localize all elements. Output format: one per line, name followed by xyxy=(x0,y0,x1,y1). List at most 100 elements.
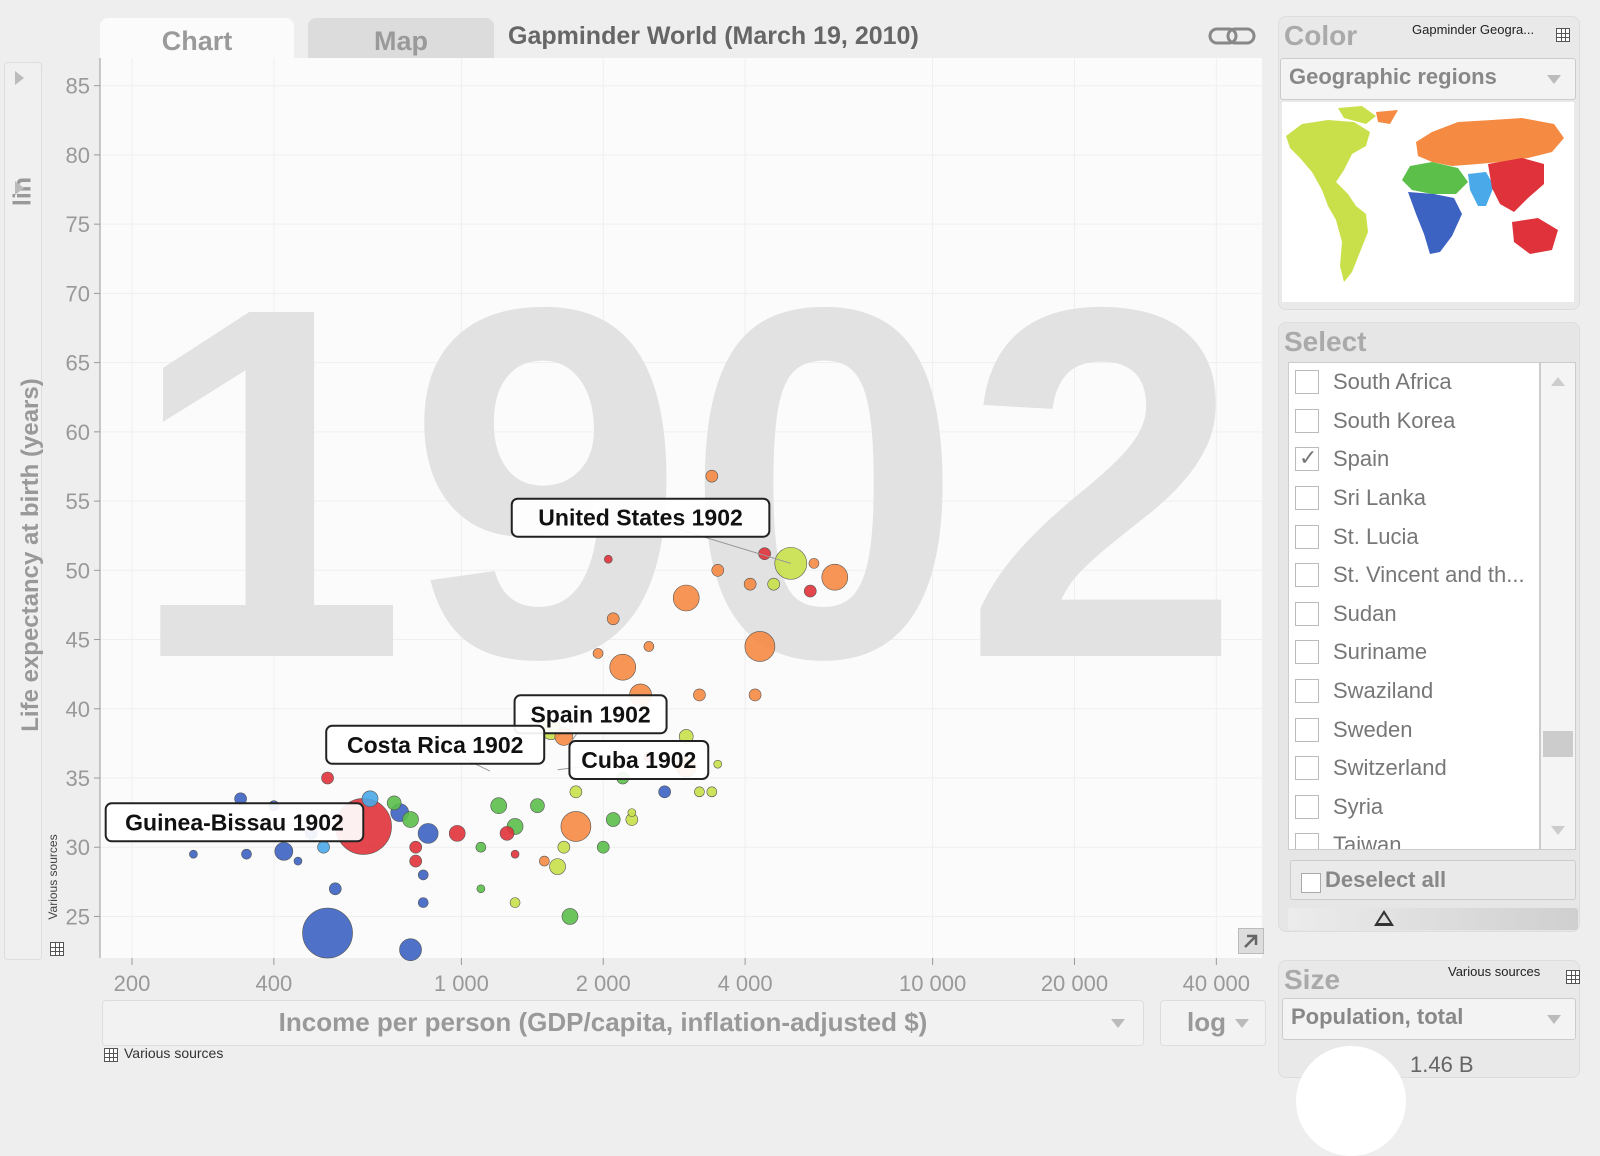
deselect-all-button[interactable]: Deselect all xyxy=(1290,860,1576,900)
scroll-down-icon[interactable] xyxy=(1551,826,1565,835)
data-point[interactable] xyxy=(499,826,515,841)
data-point[interactable] xyxy=(409,854,423,868)
list-item[interactable]: Spain xyxy=(1289,440,1539,479)
data-point[interactable] xyxy=(490,797,507,814)
size-dropdown[interactable]: Population, total xyxy=(1282,998,1576,1040)
data-point[interactable] xyxy=(189,849,198,859)
data-labels[interactable]: United States 1902 Spain 1902 Costa Rica 1… xyxy=(104,497,791,843)
checkbox[interactable] xyxy=(1295,679,1319,704)
y-axis-dropdown-arrow-icon[interactable] xyxy=(15,181,24,195)
data-point[interactable] xyxy=(530,798,545,813)
data-point[interactable] xyxy=(821,563,849,591)
data-point[interactable] xyxy=(744,631,776,662)
data-point[interactable] xyxy=(386,795,402,811)
list-item[interactable]: Sweden xyxy=(1289,710,1539,749)
list-item[interactable]: St. Vincent and th... xyxy=(1289,556,1539,595)
list-item[interactable]: Suriname xyxy=(1289,633,1539,672)
x-scale-dropdown[interactable]: log xyxy=(1160,1000,1266,1046)
data-point[interactable] xyxy=(302,907,353,959)
map-region-europe-central-asia[interactable] xyxy=(1376,110,1564,166)
data-point[interactable] xyxy=(448,825,466,842)
list-scrollbar[interactable] xyxy=(1540,362,1576,850)
data-point[interactable] xyxy=(539,855,550,867)
map-region-sub-saharan-africa[interactable] xyxy=(1408,192,1462,254)
data-point[interactable] xyxy=(560,811,592,842)
data-point[interactable] xyxy=(241,848,252,860)
checkbox[interactable] xyxy=(1295,640,1319,665)
data-point[interactable] xyxy=(658,785,671,799)
country-list[interactable]: South Africa South Korea Spain Sri Lanka… xyxy=(1288,362,1540,850)
data-point[interactable] xyxy=(803,584,817,598)
y-data-table-icon[interactable] xyxy=(50,942,64,956)
data-point[interactable] xyxy=(606,612,620,626)
list-item[interactable]: Syria xyxy=(1289,788,1539,827)
data-point[interactable] xyxy=(627,808,637,817)
tab-chart[interactable]: Chart xyxy=(100,18,294,60)
collapse-panel-bar[interactable] xyxy=(1288,908,1578,930)
data-point[interactable] xyxy=(592,648,604,659)
x-data-table-icon[interactable] xyxy=(104,1048,118,1062)
checkbox[interactable] xyxy=(1295,794,1319,819)
list-item[interactable]: Sri Lanka xyxy=(1289,479,1539,518)
data-point[interactable] xyxy=(643,641,655,652)
list-item[interactable]: St. Lucia xyxy=(1289,517,1539,556)
data-label-box[interactable] xyxy=(568,740,710,780)
data-point[interactable] xyxy=(711,564,725,577)
data-point[interactable] xyxy=(417,897,429,908)
data-point[interactable] xyxy=(561,908,579,925)
data-point[interactable] xyxy=(713,759,723,769)
data-point[interactable] xyxy=(609,653,637,681)
tab-map[interactable]: Map xyxy=(308,18,494,60)
checkbox[interactable] xyxy=(1295,370,1319,395)
triangle-up-icon[interactable] xyxy=(1374,910,1394,926)
list-item[interactable]: Sudan xyxy=(1289,595,1539,634)
data-point[interactable] xyxy=(510,849,520,859)
data-point[interactable] xyxy=(417,869,429,881)
scroll-up-icon[interactable] xyxy=(1551,377,1565,386)
checkbox[interactable] xyxy=(1295,601,1319,626)
data-point[interactable] xyxy=(557,840,571,854)
data-label[interactable]: Guinea-Bissau 1902 xyxy=(125,809,344,835)
data-point[interactable] xyxy=(509,897,521,908)
expand-chart-icon[interactable] xyxy=(1238,928,1264,954)
checkbox[interactable] xyxy=(1295,756,1319,781)
y-scale-selector[interactable]: lin xyxy=(4,62,42,960)
data-label-box[interactable] xyxy=(104,802,365,843)
data-point[interactable] xyxy=(706,786,718,798)
color-data-table-icon[interactable] xyxy=(1556,28,1570,42)
data-point[interactable] xyxy=(476,884,486,894)
data-point[interactable] xyxy=(293,856,303,866)
size-source[interactable]: Various sources xyxy=(1448,964,1541,979)
data-point[interactable] xyxy=(569,785,583,799)
data-point[interactable] xyxy=(402,811,419,828)
link-icon[interactable] xyxy=(1208,24,1256,48)
data-label-box[interactable] xyxy=(510,497,771,538)
data-point[interactable] xyxy=(317,840,330,854)
data-point[interactable] xyxy=(693,688,706,702)
data-point[interactable] xyxy=(596,840,610,854)
list-item[interactable]: Taiwan xyxy=(1289,826,1539,849)
data-point[interactable] xyxy=(767,577,780,591)
color-dropdown[interactable]: Geographic regions xyxy=(1280,58,1576,100)
data-point[interactable] xyxy=(321,771,334,785)
data-label[interactable]: Cuba 1902 xyxy=(581,747,696,773)
data-point[interactable] xyxy=(475,841,487,853)
map-region-south-asia[interactable] xyxy=(1468,172,1494,206)
color-source[interactable]: Gapminder Geogra... xyxy=(1412,22,1535,37)
map-region-east-asia-pacific[interactable] xyxy=(1488,158,1558,254)
scroll-thumb[interactable] xyxy=(1543,731,1573,757)
checkbox[interactable] xyxy=(1295,445,1319,472)
map-region-americas[interactable] xyxy=(1286,106,1376,282)
data-point[interactable] xyxy=(605,812,621,827)
data-point[interactable] xyxy=(743,577,757,591)
x-axis-indicator-dropdown[interactable]: Income per person (GDP/capita, inflation… xyxy=(102,1000,1144,1046)
list-item[interactable]: South Korea xyxy=(1289,402,1539,441)
data-point[interactable] xyxy=(399,938,422,961)
data-point[interactable] xyxy=(409,840,423,854)
data-label[interactable]: Costa Rica 1902 xyxy=(347,732,523,758)
data-point[interactable] xyxy=(417,823,439,844)
world-map-legend[interactable] xyxy=(1282,102,1574,302)
list-item[interactable]: Swaziland xyxy=(1289,672,1539,711)
data-point[interactable] xyxy=(603,554,613,564)
data-point[interactable] xyxy=(808,558,820,569)
